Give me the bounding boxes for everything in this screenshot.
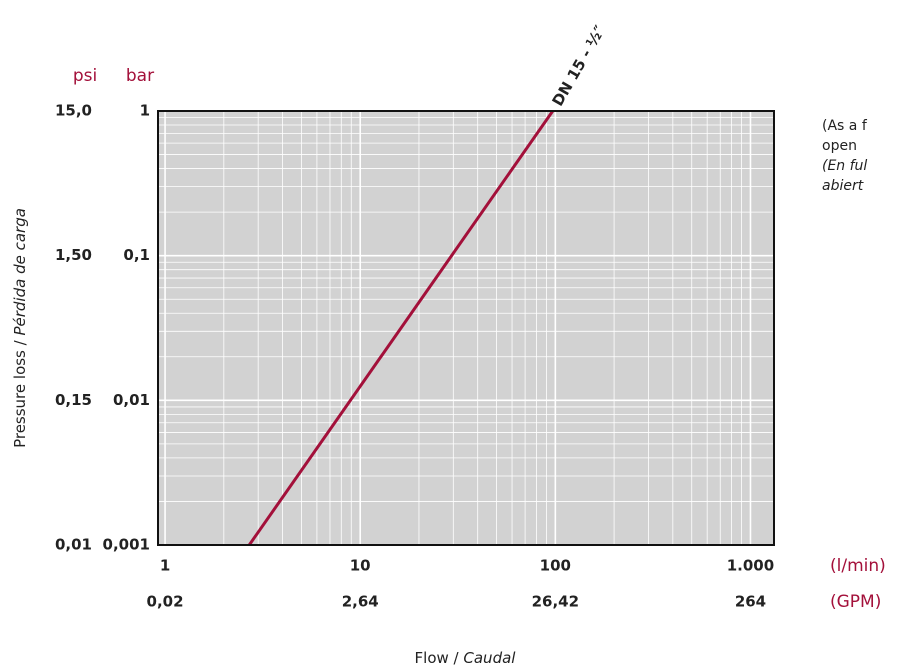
x2-tick-label: 264	[735, 593, 766, 611]
y-axis-title: Pressure loss / Pérdida de carga	[11, 208, 29, 448]
y-axis-title-part: Pressure loss /	[11, 336, 29, 448]
y-tick-label: 0,01	[113, 391, 150, 409]
note: (As a f	[822, 118, 868, 134]
data-line	[248, 110, 554, 546]
y-unit: bar	[126, 66, 154, 86]
x2-tick-label: 26,42	[532, 593, 579, 611]
series-label: DN 15 - ½″	[549, 22, 610, 109]
x-tick-label: 1	[160, 557, 170, 575]
x-tick-label: 1.000	[727, 557, 774, 575]
x2-tick-label: 2,64	[342, 593, 379, 611]
y-tick-label: 0,1	[123, 246, 150, 264]
x-unit: (l/min)	[830, 556, 886, 576]
y2-unit: psi	[73, 66, 97, 86]
x2-tick-label: 0,02	[147, 593, 184, 611]
x2-unit: (GPM)	[830, 592, 881, 612]
y2-tick-label: 0,01	[55, 536, 92, 554]
x-axis-title-part: Caudal	[463, 649, 516, 667]
x-axis-title: Flow / Caudal	[415, 649, 517, 667]
plot-area	[158, 111, 774, 545]
y-tick-label: 0,001	[103, 536, 150, 554]
note: (En ful	[822, 158, 867, 174]
x-axis-title-part: Flow /	[415, 649, 464, 667]
note: abiert	[822, 178, 864, 194]
y2-tick-label: 0,15	[55, 391, 92, 409]
x-tick-label: 100	[540, 557, 571, 575]
y-axis-title-part: Pérdida de carga	[11, 208, 29, 335]
note: open	[822, 138, 857, 154]
y2-tick-label: 1,50	[55, 246, 92, 264]
y-tick-label: 1	[140, 102, 150, 120]
y2-tick-label: 15,0	[55, 102, 92, 120]
plot-border	[157, 110, 775, 546]
x-tick-label: 10	[350, 557, 371, 575]
